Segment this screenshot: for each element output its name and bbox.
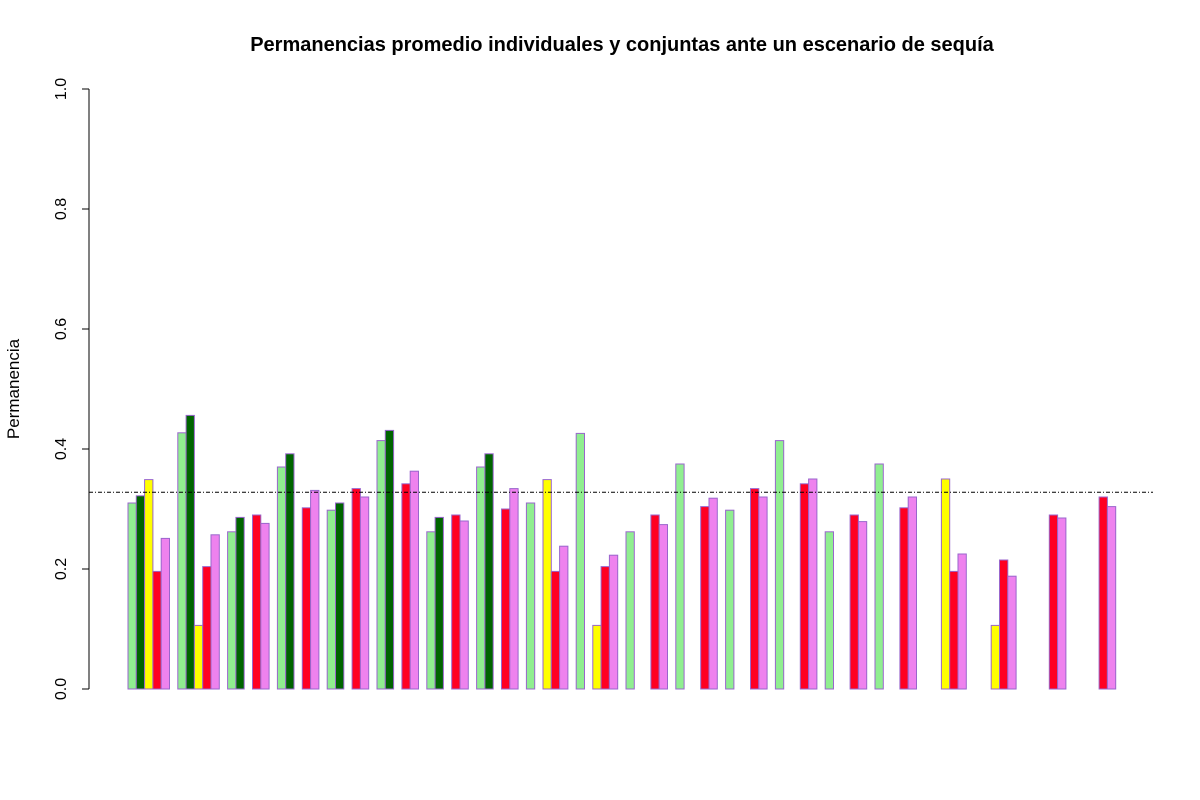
- bar-group-4-series-5: [310, 489, 320, 690]
- bars-group: [127, 414, 1117, 690]
- bar-group-14-series-1: [774, 440, 785, 690]
- bar-group-12-series-5: [708, 497, 718, 690]
- bar-group-10-series-4: [600, 566, 610, 690]
- bar-group-9-series-5: [559, 545, 569, 690]
- bar-group-7-series-1: [426, 531, 436, 690]
- bar-group-3-series-5: [260, 522, 270, 690]
- bar-group-2-series-4: [202, 566, 212, 690]
- bar-group-8-series-1: [476, 466, 486, 690]
- bar-group-16-series-1: [874, 463, 884, 690]
- y-axis: 0.0 0.2 0.4 0.6 0.8 1.0: [53, 78, 90, 700]
- bar-group-5-series-5: [359, 496, 370, 690]
- bar-group-2-series-1: [177, 432, 187, 690]
- bar-group-11-series-5: [658, 524, 669, 690]
- bar-group-3-series-4: [252, 514, 262, 690]
- bar-group-8-series-2: [484, 453, 494, 690]
- y-tick-label: 0.0: [53, 678, 70, 700]
- bar-group-7-series-5: [459, 520, 469, 690]
- bar-group-1-series-4: [152, 570, 162, 690]
- y-tick-label: 0.4: [53, 438, 70, 460]
- bar-group-18-series-3: [990, 624, 1001, 690]
- bar-group-9-series-3: [542, 479, 552, 690]
- y-tick-label: 0.8: [53, 198, 70, 220]
- bar-group-11-series-4: [650, 514, 660, 690]
- bar-group-5-series-1: [326, 509, 337, 690]
- bar-group-15-series-4: [849, 514, 859, 690]
- bar-group-17-series-5: [957, 553, 967, 690]
- bar-group-2-series-2: [185, 414, 195, 690]
- bar-group-4-series-4: [301, 507, 312, 690]
- bar-group-9-series-1: [525, 502, 536, 690]
- bar-group-5-series-4: [351, 488, 361, 690]
- chart-title: Permanencias promedio individuales y con…: [250, 34, 994, 56]
- bar-group-17-series-4: [949, 570, 959, 690]
- bar-group-11-series-1: [625, 531, 635, 690]
- bar-group-20-series-5: [1106, 506, 1117, 690]
- bar-group-1-series-1: [127, 502, 137, 690]
- bar-group-10-series-3: [592, 624, 602, 690]
- bar-group-18-series-4: [999, 559, 1009, 690]
- bar-group-3-series-2: [235, 516, 245, 690]
- bar-group-2-series-5: [210, 534, 220, 690]
- bar-group-6-series-2: [384, 429, 395, 690]
- bar-group-15-series-1: [824, 531, 835, 690]
- bar-group-1-series-3: [144, 479, 154, 690]
- bar-group-4-series-2: [285, 453, 295, 690]
- y-axis-label: Permanencia: [4, 338, 23, 439]
- bar-group-1-series-2: [135, 495, 146, 690]
- bar-group-14-series-4: [799, 483, 810, 690]
- bar-group-12-series-4: [700, 506, 710, 690]
- bar-group-20-series-4: [1098, 496, 1108, 690]
- y-tick-label: 0.2: [53, 558, 70, 580]
- bar-group-7-series-2: [434, 516, 444, 690]
- bar-group-7-series-4: [451, 514, 461, 690]
- bar-group-13-series-5: [758, 496, 768, 690]
- bar-group-6-series-1: [376, 440, 386, 690]
- bar-group-8-series-5: [509, 488, 519, 690]
- bar-group-15-series-5: [857, 521, 868, 690]
- y-tick-label: 0.6: [53, 318, 70, 340]
- bar-group-8-series-4: [501, 508, 511, 690]
- bar-group-6-series-5: [409, 470, 420, 690]
- bar-group-17-series-3: [940, 478, 951, 690]
- bar-group-3-series-1: [227, 531, 237, 690]
- bar-group-12-series-1: [675, 463, 685, 690]
- bar-group-9-series-4: [550, 570, 561, 690]
- bar-group-13-series-1: [725, 509, 735, 690]
- bar-group-10-series-5: [608, 554, 619, 690]
- bar-group-5-series-2: [335, 502, 345, 690]
- bar-group-16-series-5: [907, 496, 918, 690]
- bar-group-14-series-5: [808, 478, 818, 690]
- bar-group-4-series-1: [276, 466, 287, 690]
- bar-group-19-series-4: [1048, 514, 1059, 690]
- bar-group-13-series-4: [750, 488, 760, 690]
- bar-group-6-series-4: [401, 483, 411, 690]
- bar-group-19-series-5: [1057, 517, 1067, 690]
- bar-group-18-series-5: [1007, 575, 1017, 690]
- bar-group-10-series-1: [575, 432, 586, 690]
- bar-group-1-series-5: [160, 537, 170, 690]
- y-tick-label: 1.0: [53, 78, 70, 100]
- bar-group-2-series-3: [193, 624, 204, 690]
- bar-group-16-series-4: [899, 507, 909, 690]
